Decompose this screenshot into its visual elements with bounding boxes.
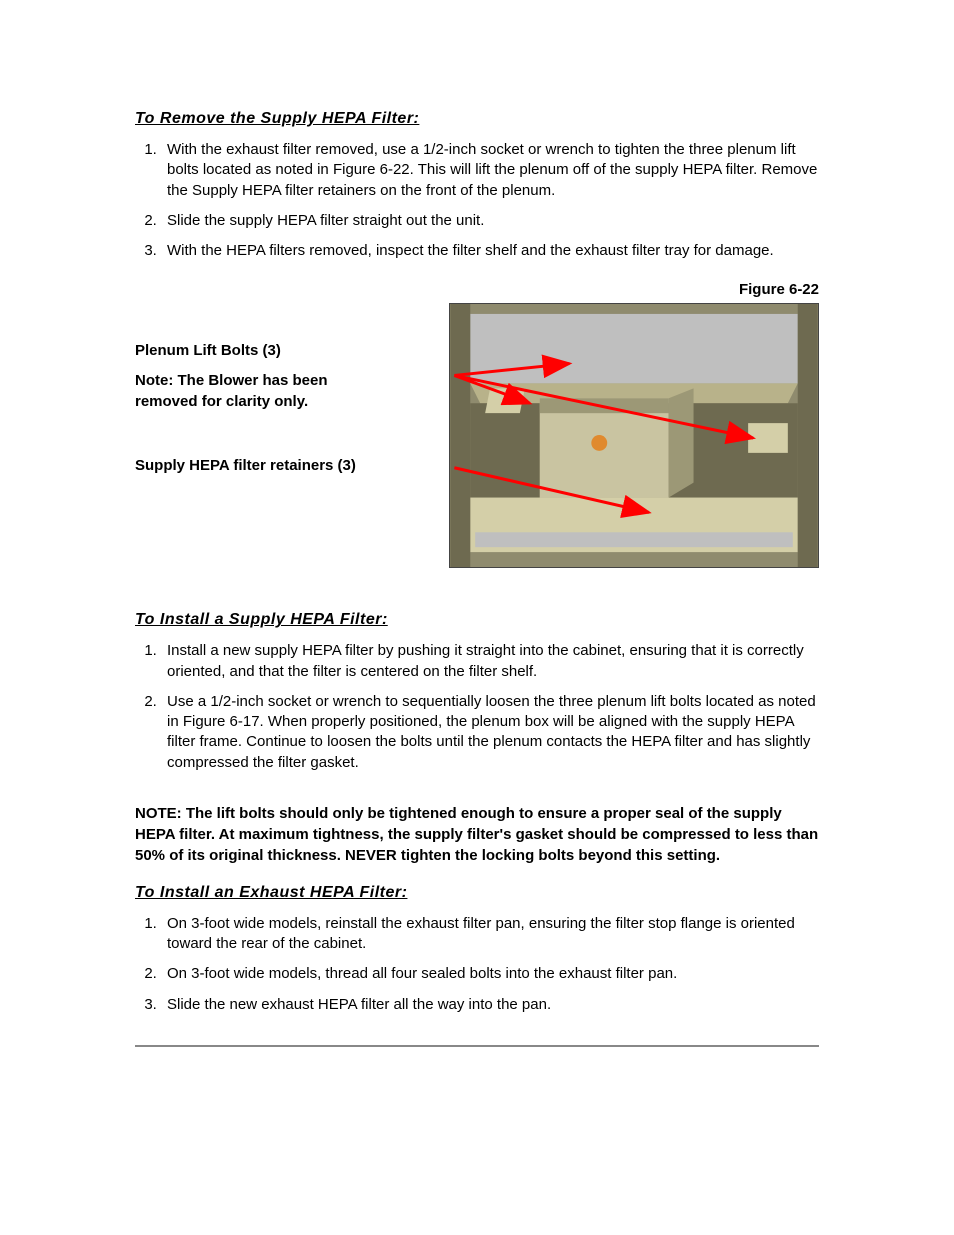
note-text: NOTE: The lift bolts should only be tigh… <box>135 803 819 866</box>
figure-svg <box>450 304 818 567</box>
heading-install-exhaust: To Install an Exhaust HEPA Filter: <box>135 884 819 902</box>
list-item: On 3-foot wide models, thread all four s… <box>161 964 819 984</box>
list-item: Use a 1/2-inch socket or wrench to seque… <box>161 692 819 773</box>
figure-caption: Figure 6-22 <box>739 281 819 298</box>
list-item: Slide the supply HEPA filter straight ou… <box>161 211 819 231</box>
list-install-supply: Install a new supply HEPA filter by push… <box>135 641 819 773</box>
list-item: Install a new supply HEPA filter by push… <box>161 641 819 682</box>
annotation-plenum-bolts: Plenum Lift Bolts (3) <box>135 341 281 361</box>
heading-remove-supply: To Remove the Supply HEPA Filter: <box>135 110 819 128</box>
list-install-exhaust: On 3-foot wide models, reinstall the exh… <box>135 914 819 1015</box>
list-item: With the exhaust filter removed, use a 1… <box>161 140 819 201</box>
list-item: With the HEPA filters removed, inspect t… <box>161 241 819 261</box>
figure-image <box>449 303 819 568</box>
list-item: On 3-foot wide models, reinstall the exh… <box>161 914 819 955</box>
annotation-blower-note: Note: The Blower has been removed for cl… <box>135 371 385 412</box>
list-item: Slide the new exhaust HEPA filter all th… <box>161 995 819 1015</box>
footer-rule <box>135 1045 819 1047</box>
list-remove-supply: With the exhaust filter removed, use a 1… <box>135 140 819 261</box>
page: To Remove the Supply HEPA Filter: With t… <box>0 0 954 1235</box>
figure-block: Figure 6-22 Plenum Lift Bolts (3) Note: … <box>135 281 819 581</box>
annotation-retainers: Supply HEPA filter retainers (3) <box>135 456 356 476</box>
heading-install-supply: To Install a Supply HEPA Filter: <box>135 611 819 629</box>
